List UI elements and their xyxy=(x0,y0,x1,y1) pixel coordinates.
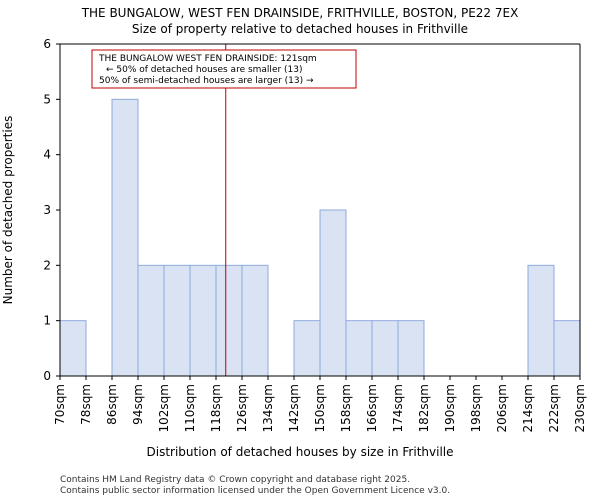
x-tick-label: 134sqm xyxy=(261,384,275,432)
x-tick-label: 230sqm xyxy=(573,384,587,432)
annotation-box xyxy=(91,49,357,89)
y-tick-label: 5 xyxy=(43,92,51,106)
x-tick-label: 198sqm xyxy=(469,384,483,432)
bar-110sqm xyxy=(189,264,217,377)
x-tick-label: 126sqm xyxy=(235,384,249,432)
x-tick-label: 182sqm xyxy=(417,384,431,432)
x-tick-label: 102sqm xyxy=(157,384,171,432)
x-tick-label: 110sqm xyxy=(183,384,197,432)
annotation-line-1: THE BUNGALOW WEST FEN DRAINSIDE: 121sqm xyxy=(98,54,317,64)
bar-70sqm xyxy=(59,320,87,377)
bar-102sqm xyxy=(163,264,191,377)
y-tick-label: 0 xyxy=(43,369,51,383)
x-tick-label: 118sqm xyxy=(209,384,223,432)
footer-line-1: Contains HM Land Registry data © Crown c… xyxy=(60,475,410,485)
bar-94sqm xyxy=(137,264,165,377)
bar-150sqm xyxy=(319,209,347,377)
x-tick-label: 78sqm xyxy=(79,384,93,425)
annotation-line-2: ← 50% of detached houses are smaller (13… xyxy=(106,65,303,75)
chart-title: THE BUNGALOW, WEST FEN DRAINSIDE, FRITHV… xyxy=(81,6,519,20)
y-ticks: 0 1 2 3 4 5 6 xyxy=(43,37,60,383)
y-tick-label: 4 xyxy=(43,148,51,162)
y-axis-label: Number of detached properties xyxy=(1,116,15,305)
x-axis-label: Distribution of detached houses by size … xyxy=(147,445,454,459)
x-tick-label: 70sqm xyxy=(53,384,67,425)
bar-214sqm xyxy=(527,264,555,377)
bar-126sqm xyxy=(241,264,269,377)
chart-subtitle: Size of property relative to detached ho… xyxy=(132,22,468,36)
y-tick-label: 1 xyxy=(43,314,51,328)
y-tick-label: 3 xyxy=(43,203,51,217)
bar-158sqm xyxy=(345,320,373,377)
bar-142sqm xyxy=(293,320,321,377)
x-tick-label: 158sqm xyxy=(339,384,353,432)
x-tick-label: 174sqm xyxy=(391,384,405,432)
x-tick-label: 190sqm xyxy=(443,384,457,432)
x-tick-label: 222sqm xyxy=(547,384,561,432)
annotation-line-3: 50% of semi-detached houses are larger (… xyxy=(99,76,314,86)
y-tick-label: 2 xyxy=(43,258,51,272)
bar-174sqm xyxy=(397,320,425,377)
x-tick-label: 94sqm xyxy=(131,384,145,425)
bar-222sqm xyxy=(553,320,581,377)
x-tick-label: 214sqm xyxy=(521,384,535,432)
y-tick-label: 6 xyxy=(43,37,51,51)
x-tick-label: 142sqm xyxy=(287,384,301,432)
x-ticks: 70sqm 78sqm 86sqm 94sqm 102sqm 110sqm 118sqm 12… xyxy=(53,376,587,432)
bar-118sqm xyxy=(215,264,243,377)
x-tick-label: 86sqm xyxy=(105,384,119,425)
bars-group xyxy=(59,98,581,377)
bar-166sqm xyxy=(371,320,399,377)
bar-86sqm xyxy=(111,98,139,377)
x-tick-label: 206sqm xyxy=(495,384,509,432)
x-tick-label: 150sqm xyxy=(313,384,327,432)
footer-line-2: Contains public sector information licen… xyxy=(60,486,450,496)
x-tick-label: 166sqm xyxy=(365,384,379,432)
